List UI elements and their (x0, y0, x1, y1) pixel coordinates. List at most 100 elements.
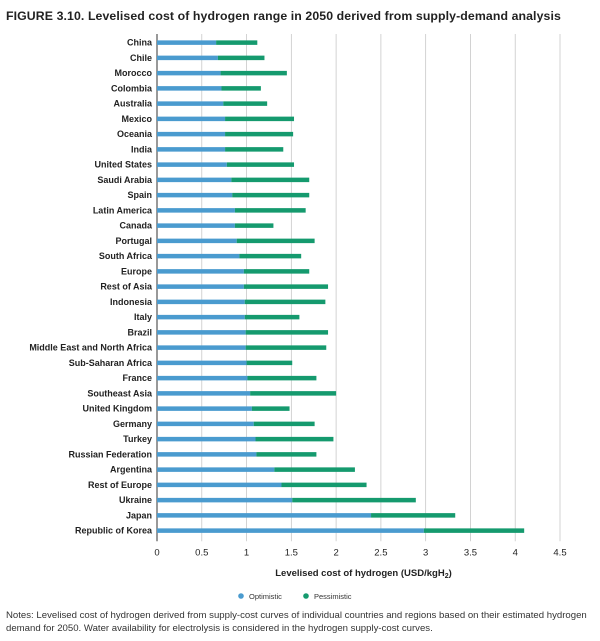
category-label: United Kingdom (83, 404, 153, 414)
category-label: Southeast Asia (87, 388, 153, 398)
bar-pessimistic (234, 223, 274, 228)
bar-pessimistic (216, 40, 258, 45)
figure-title: FIGURE 3.10. Levelised cost of hydrogen … (6, 9, 561, 23)
bar-optimistic (157, 116, 226, 122)
bar-pessimistic (234, 208, 306, 213)
bar-pessimistic (239, 253, 302, 259)
bar-pessimistic (243, 284, 329, 289)
bar-pessimistic (231, 177, 310, 183)
category-label: Saudi Arabia (97, 175, 153, 185)
figure-notes: Notes: Levelised cost of hydrogen derive… (6, 610, 587, 634)
bar-pessimistic (225, 147, 284, 152)
bar-optimistic (157, 269, 244, 274)
category-label: Mexico (121, 114, 152, 124)
category-label: United States (94, 160, 152, 170)
x-axis-title: Levelised cost of hydrogen (USD/kgH2) (275, 568, 452, 580)
category-label: Canada (119, 221, 153, 231)
category-label: Ukraine (119, 495, 152, 505)
bar-optimistic (157, 238, 237, 244)
x-tick-label: 4 (513, 547, 518, 558)
legend-pessimistic-marker (303, 593, 309, 599)
bar-optimistic (157, 162, 227, 167)
category-label: Morocco (114, 68, 152, 78)
bar-pessimistic (243, 269, 310, 274)
bar-optimistic (157, 421, 254, 427)
category-label: Russian Federation (68, 449, 152, 459)
bar-optimistic (157, 467, 275, 472)
category-label: South Africa (99, 251, 153, 261)
category-label: Rest of Europe (88, 480, 152, 490)
bar-optimistic (157, 375, 248, 381)
x-tick-label: 3 (423, 547, 428, 558)
x-tick-labels: 0 0.5 1 1.5 2 2.5 3 3.5 4 4.5 (154, 547, 566, 558)
x-tick-label: 2.5 (374, 547, 387, 558)
bar-pessimistic (250, 391, 337, 396)
bar-pessimistic (247, 375, 317, 381)
bar-pessimistic (221, 86, 261, 91)
x-axis-title-subscript: 2 (445, 573, 449, 580)
bar-pessimistic (226, 162, 295, 167)
bar-pessimistic (223, 101, 268, 106)
x-axis-title-main: Levelised cost of hydrogen (USD/kgH (275, 568, 445, 579)
x-tick-label: 1 (244, 547, 249, 558)
bar-pessimistic (244, 299, 326, 305)
legend: Optimistic Pessimistic (238, 592, 352, 601)
category-label: Colombia (111, 83, 153, 93)
bar-optimistic (157, 70, 221, 76)
bar-pessimistic (423, 528, 525, 533)
bar-pessimistic (225, 131, 294, 137)
bar-optimistic (157, 177, 232, 183)
x-tick-label: 0.5 (195, 547, 208, 558)
bar-optimistic (157, 452, 257, 457)
bar-pessimistic (256, 452, 317, 457)
bar-optimistic (157, 436, 256, 442)
category-label: Japan (126, 510, 152, 520)
category-label: Rest of Asia (100, 282, 153, 292)
bar-optimistic (157, 391, 251, 396)
bar-optimistic (157, 406, 252, 411)
bar-optimistic (157, 314, 245, 320)
bar-optimistic (157, 55, 218, 61)
category-label: Middle East and North Africa (29, 343, 153, 353)
bars (157, 40, 525, 533)
x-tick-label: 1.5 (285, 547, 298, 558)
bar-optimistic (157, 208, 235, 213)
category-label: Italy (134, 312, 152, 322)
category-label: Europe (121, 266, 152, 276)
bar-optimistic (157, 528, 424, 533)
category-label: Oceania (117, 129, 153, 139)
bar-pessimistic (225, 116, 295, 122)
x-axis-title-suffix: ) (449, 568, 452, 579)
bar-optimistic (157, 482, 282, 488)
category-label: Spain (127, 190, 152, 200)
bar-optimistic (157, 40, 217, 45)
x-tick-label: 3.5 (464, 547, 477, 558)
bar-optimistic (157, 86, 222, 91)
bar-pessimistic (274, 467, 355, 472)
bar-optimistic (157, 223, 235, 228)
bar-pessimistic (251, 406, 290, 411)
bar-optimistic (157, 345, 246, 350)
bar-pessimistic (244, 314, 300, 320)
bar-optimistic (157, 253, 240, 259)
x-tick-label: 2 (333, 547, 338, 558)
bar-optimistic (157, 284, 244, 289)
bar-optimistic (157, 101, 224, 106)
category-labels: China Chile Morocco Colombia Australia Mexico… (29, 38, 153, 536)
category-label: Germany (113, 419, 152, 429)
bar-optimistic (157, 513, 372, 518)
bar-pessimistic (245, 345, 327, 350)
bar-pessimistic (371, 513, 456, 518)
bar-optimistic (157, 147, 226, 152)
legend-pessimistic-label: Pessimistic (314, 592, 352, 601)
category-label: Latin America (93, 205, 153, 215)
bar-pessimistic (281, 482, 367, 488)
legend-optimistic-label: Optimistic (249, 592, 282, 601)
bar-pessimistic (245, 330, 329, 335)
category-label: Sub-Saharan Africa (69, 358, 153, 368)
category-label: Brazil (127, 327, 152, 337)
bar-optimistic (157, 299, 245, 305)
bar-pessimistic (292, 497, 416, 503)
x-tick-label: 4.5 (553, 547, 566, 558)
